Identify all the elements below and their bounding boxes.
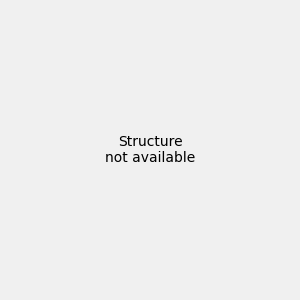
Text: Structure
not available: Structure not available — [105, 135, 195, 165]
